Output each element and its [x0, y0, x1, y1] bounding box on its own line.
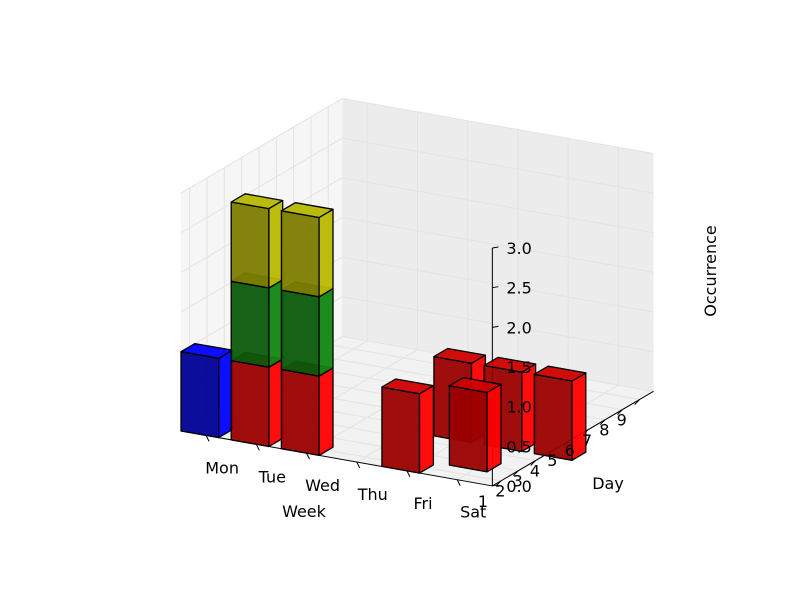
- bar-front-face: [448, 385, 488, 473]
- grid-line: [342, 137, 654, 194]
- y-tick: [513, 470, 519, 477]
- y-tick: [599, 419, 606, 426]
- grid-line: [342, 256, 654, 313]
- y-tick-label: 8: [599, 421, 609, 440]
- bar-green: [280, 281, 334, 377]
- bar-front-face: [280, 289, 320, 377]
- bar-top-face: [533, 365, 587, 382]
- bar-red: [533, 365, 587, 461]
- grid-line: [342, 216, 654, 273]
- bar-front-face: [230, 201, 270, 289]
- y-tick-label: 7: [582, 431, 592, 450]
- y-tick-label: 5: [547, 451, 557, 470]
- x-axis-title: Week: [282, 502, 327, 521]
- z-tick: [492, 246, 499, 249]
- x-tick-label: Thu: [357, 485, 388, 504]
- z-tick-label: 0.0: [506, 477, 531, 496]
- bar-top-face: [381, 378, 435, 395]
- grid-line: [180, 98, 343, 194]
- bar-side-face: [486, 383, 502, 473]
- x-tick-label: Sun: [0, 0, 15, 4]
- y-tick: [634, 399, 641, 405]
- bar-side-face: [318, 287, 334, 377]
- grid-line: [342, 98, 654, 154]
- bar-red: [280, 360, 334, 457]
- x-tick-label: Sat: [460, 503, 486, 522]
- bar-front-face: [280, 210, 320, 298]
- bar-top-face: [280, 202, 334, 219]
- z-tick-label: 2.0: [506, 318, 531, 337]
- y-tick-label: 9: [617, 410, 627, 429]
- z-axis-title: Occurrence: [701, 225, 720, 316]
- y-tick-label: 4: [530, 461, 540, 480]
- bars-group: [180, 193, 587, 474]
- bar-blue: [180, 342, 234, 439]
- z-tick-label: 2.5: [506, 279, 531, 298]
- x-tick: [406, 470, 411, 478]
- y-tick: [616, 409, 623, 416]
- bar-green: [230, 272, 284, 368]
- y-tick-label: 3: [513, 472, 523, 491]
- bar-side-face: [318, 208, 334, 298]
- x-tick: [205, 435, 210, 442]
- bar-side-face: [218, 349, 234, 439]
- z-tick: [492, 325, 499, 328]
- x-tick: [306, 452, 310, 460]
- z-tick-label: 3.0: [506, 239, 531, 258]
- y-tick-label: 1: [478, 492, 488, 511]
- bar-top-face: [483, 356, 537, 373]
- y-tick-label: 2: [495, 482, 505, 501]
- bar-side-face: [268, 358, 284, 448]
- x-tick: [255, 444, 260, 451]
- y-axis-title: Day: [592, 474, 624, 493]
- bar-side-face: [268, 279, 284, 368]
- bar-yellow: [230, 193, 284, 289]
- grid-line: [342, 296, 654, 353]
- bar-side-face: [318, 367, 334, 457]
- y-tick-label: 6: [565, 441, 575, 460]
- bar-red: [381, 378, 435, 474]
- x-tick-label: Wed: [305, 476, 340, 495]
- bar-side-face: [418, 384, 435, 474]
- bar-yellow: [280, 202, 334, 298]
- x-tick-label: Mon: [205, 458, 239, 477]
- bar-red: [448, 377, 502, 473]
- bar-front-face: [180, 351, 220, 439]
- bar-front-face: [230, 359, 270, 448]
- grid-line: [342, 177, 654, 234]
- bar-top-face: [230, 193, 284, 210]
- y-tick: [530, 460, 537, 466]
- bar-top-face: [433, 347, 487, 364]
- bar-red: [230, 351, 284, 448]
- z-tick-label: 1.5: [506, 358, 531, 377]
- x-tick-label: Tue: [258, 467, 286, 486]
- z-tick: [492, 484, 499, 487]
- z-tick-label: 1.0: [506, 398, 531, 417]
- bar-front-face: [230, 280, 270, 368]
- z-tick: [492, 286, 499, 289]
- grid-line: [180, 137, 343, 234]
- bar-front-face: [381, 386, 421, 474]
- x-tick: [356, 461, 361, 469]
- x-tick: [456, 479, 461, 486]
- bar-front-face: [280, 368, 320, 457]
- x-tick-label: Fri: [413, 494, 432, 513]
- bar-side-face: [268, 199, 284, 289]
- z-tick-label: 0.5: [506, 437, 531, 456]
- bar-top-face: [448, 377, 502, 394]
